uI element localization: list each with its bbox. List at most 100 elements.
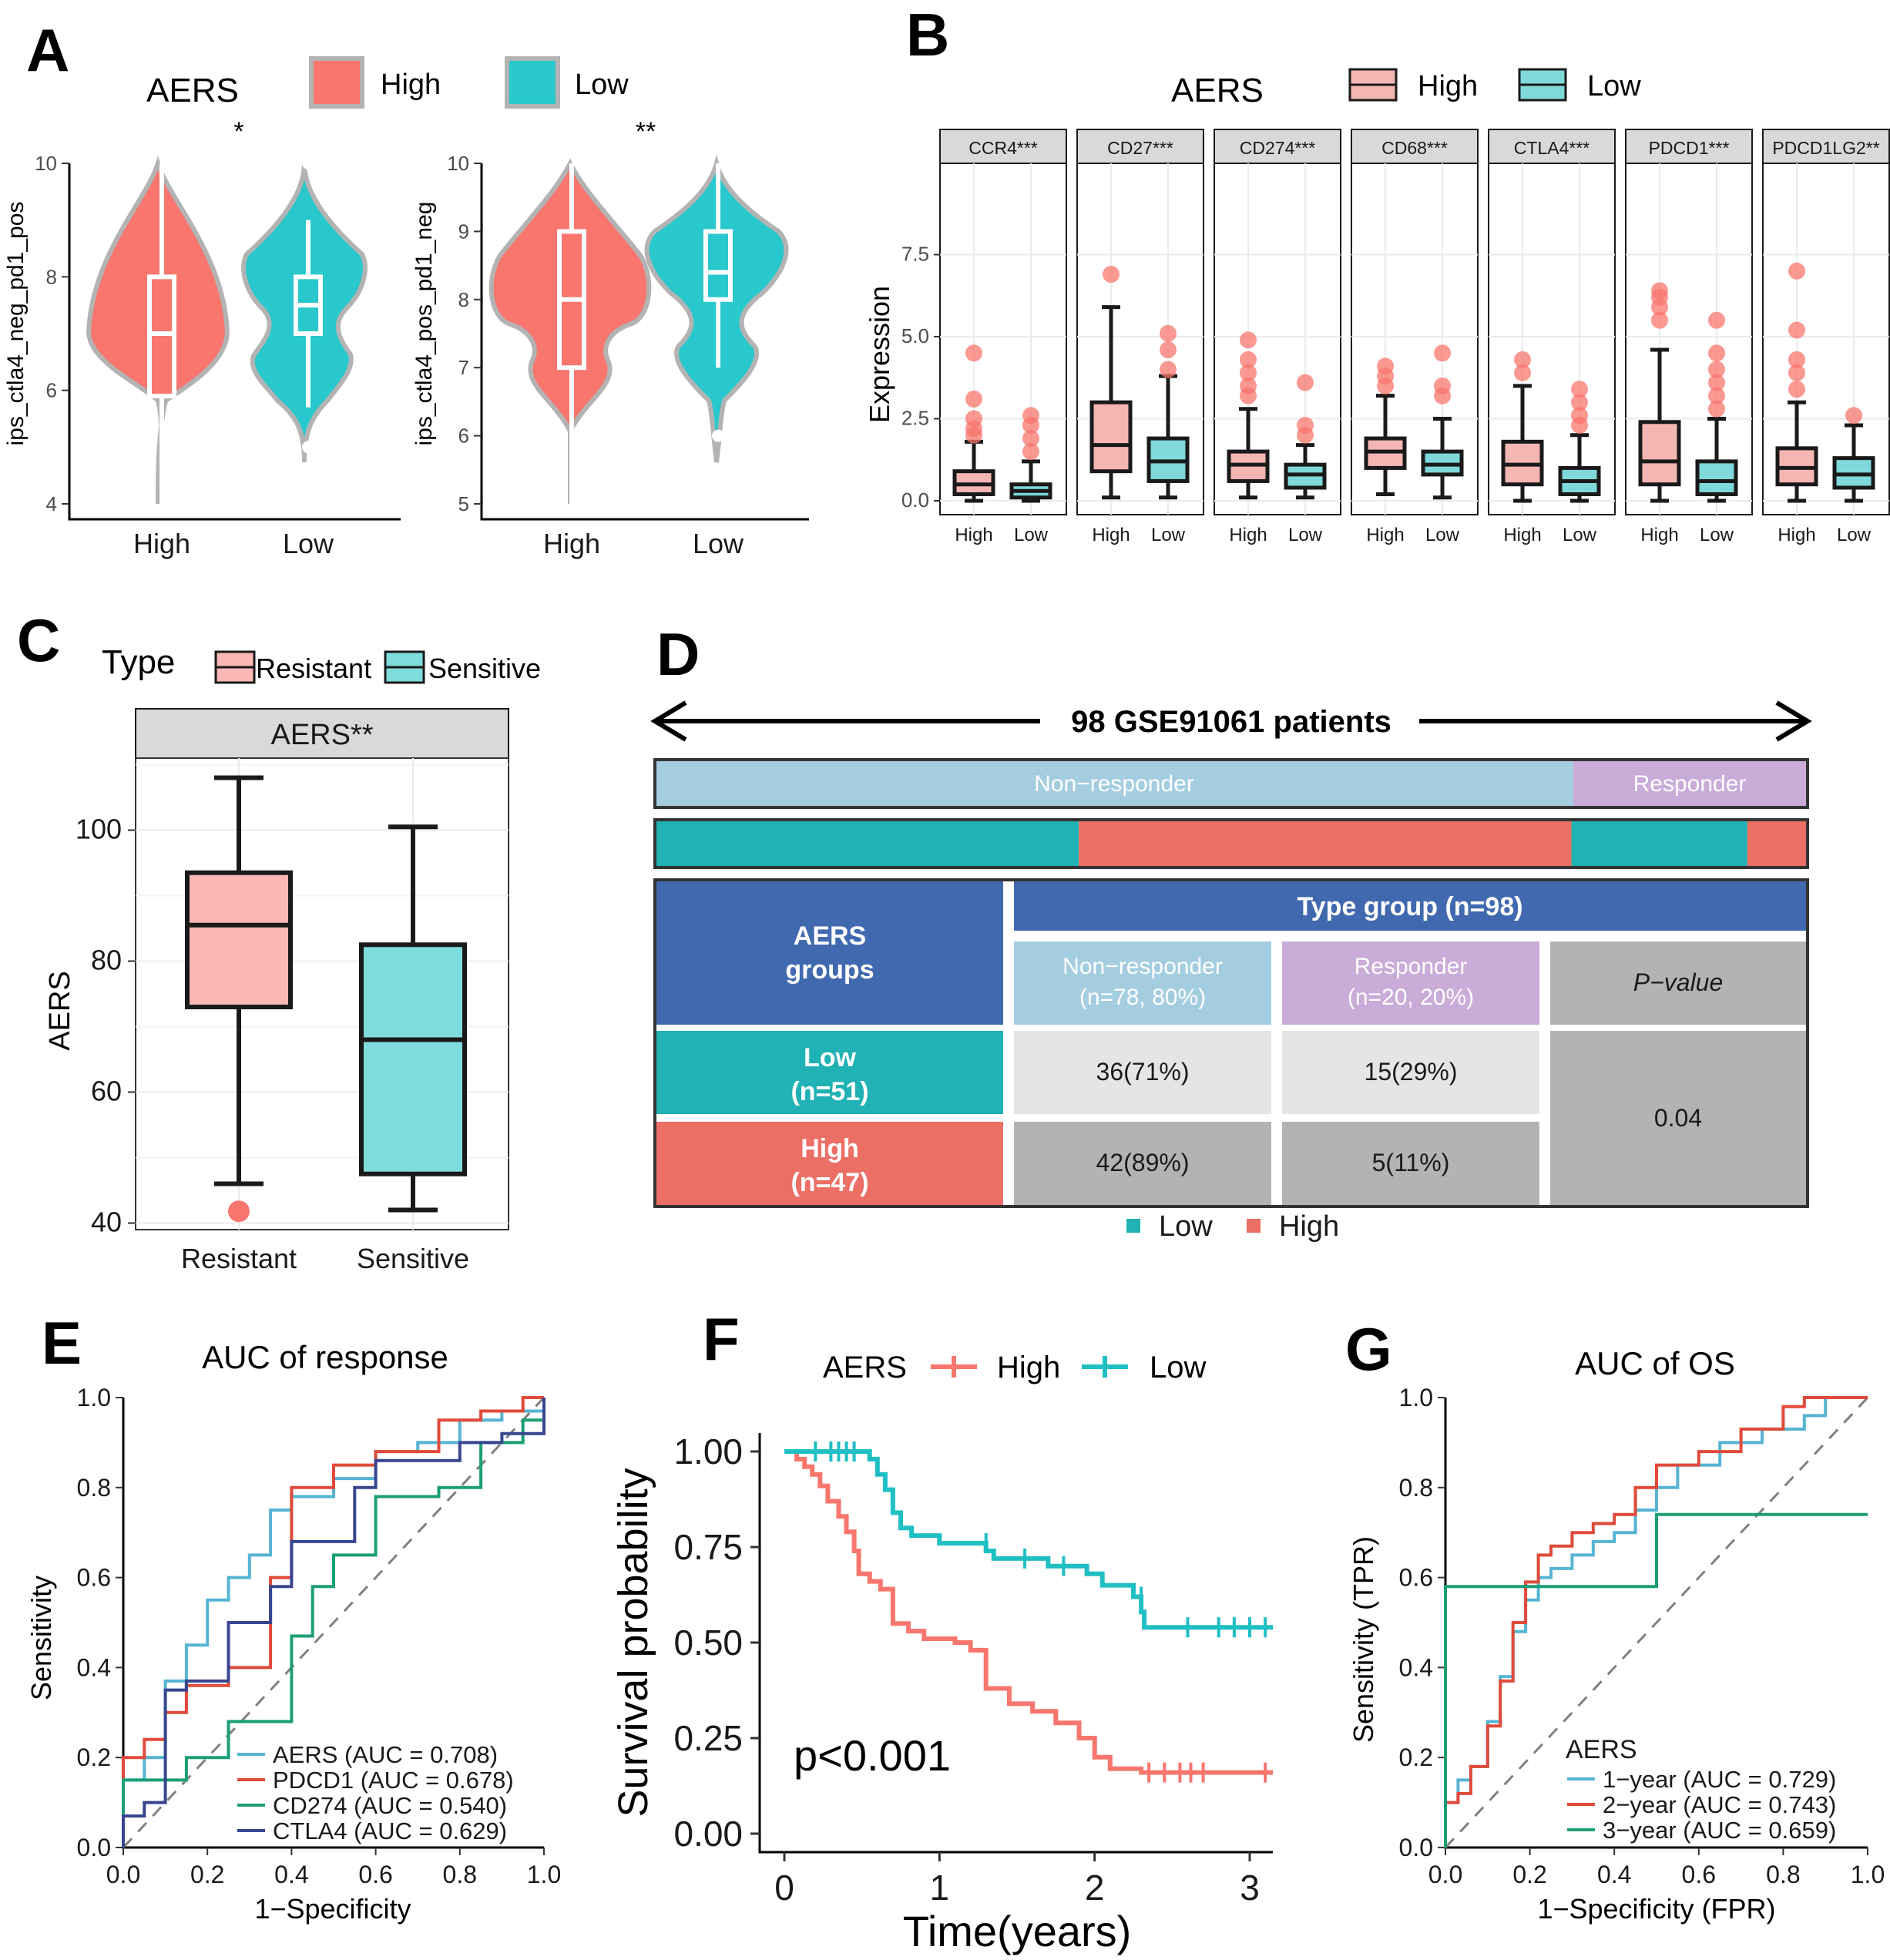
table-cell-pvalue-value: 0.04 [1654, 1104, 1702, 1132]
panel-g-legend-label: 1−year (AUC = 0.729) [1603, 1766, 1836, 1793]
panel-a-legend-low-swatch [505, 56, 560, 109]
panel-c-outlier [228, 1200, 250, 1223]
panel-b-outlier [1788, 262, 1805, 280]
panel-f-xtick-label: 3 [1240, 1868, 1260, 1908]
panel-b-outlier [1022, 430, 1039, 448]
panel-e-ytick-label: 0.4 [77, 1653, 111, 1681]
panel-g-xtick-label: 0.0 [1428, 1861, 1462, 1888]
panel-g-legend-label: 3−year (AUC = 0.659) [1603, 1817, 1836, 1844]
table-cell-low-responder [1282, 1031, 1539, 1114]
panel-e-ytick-label: 0.0 [77, 1834, 111, 1861]
panel-g-xlabel: 1−Specificity (FPR) [1537, 1893, 1775, 1925]
panel-b-xtick: Low [1563, 525, 1597, 545]
panel-e-xtick-label: 0.2 [190, 1861, 224, 1888]
panel-b-xtick: High [955, 525, 992, 545]
violin-left-xtick-high: High [133, 528, 190, 559]
panel-f-pvalue: p<0.001 [794, 1731, 951, 1780]
violin-left-box [147, 274, 176, 399]
panel-b-ytick-label: 2.5 [901, 407, 929, 430]
violin-right-ytick-label: 10 [447, 152, 469, 175]
table-header-type-group-label: Type group (n=98) [1297, 892, 1522, 921]
violin-right-xtick-high: High [543, 528, 600, 559]
panel-b-outlier [1788, 364, 1805, 381]
panel-d-legend-high-swatch [1247, 1219, 1261, 1233]
response-bar-responder [1573, 761, 1806, 806]
panel-g-ytick-label: 1.0 [1399, 1384, 1433, 1411]
panel-e-ytick-label: 0.2 [77, 1744, 111, 1771]
panel-b-outlier [1708, 387, 1725, 404]
panel-c-strip-label: AERS** [270, 719, 373, 751]
aers-bar-segment-high [1079, 821, 1572, 866]
panel-g-ytick-label: 0.6 [1399, 1564, 1433, 1592]
panel-b-facet-label: PDCD1LG2** [1772, 138, 1879, 158]
table-header-responder [1282, 941, 1539, 1025]
panel-c: Type Resistant Sensitive AERS** AERS 40 6… [44, 643, 541, 1274]
panel-e-legend-label: AERS (AUC = 0.708) [273, 1741, 498, 1768]
panel-e-ytick-label: 1.0 [77, 1384, 111, 1411]
panel-g-legend-title: AERS [1566, 1735, 1637, 1764]
panel-e-legend-label: CTLA4 (AUC = 0.629) [273, 1817, 507, 1844]
violin-right-outlier [712, 429, 724, 442]
table-header-responder-line1: Responder [1355, 954, 1468, 979]
panel-b-outlier [965, 344, 982, 362]
panel-c-legend-title: Type [102, 643, 175, 681]
panel-label-c: C [17, 606, 60, 674]
panel-b-outlier [1708, 361, 1725, 378]
panel-b-xtick: High [1229, 525, 1267, 545]
panel-f-xtick-label: 2 [1085, 1868, 1105, 1908]
panel-b-xtick: High [1640, 525, 1678, 545]
panel-c-xtick-sensitive: Sensitive [357, 1243, 469, 1274]
panel-b-facet: CTLA4*** High Low [1488, 129, 1616, 545]
panel-b-xtick: Low [1837, 525, 1872, 545]
violin-right-ytick-label: 6 [458, 425, 469, 448]
panel-f-ytick-label: 1.00 [673, 1431, 743, 1472]
panel-g: AUC of OS Sensitivity (TPR) 1−Specificit… [1348, 1345, 1885, 1925]
panel-b-facet: PDCD1*** High Low [1625, 129, 1753, 545]
panel-g-ytick-label: 0.0 [1399, 1834, 1433, 1861]
panel-g-roc-line [1444, 1512, 1868, 1848]
panel-g-xtick-label: 0.8 [1766, 1861, 1800, 1888]
table-cell-pvalue [1550, 1031, 1806, 1205]
panel-b-outlier [1708, 344, 1725, 362]
table-cell-high-responder-value: 5(11%) [1372, 1149, 1450, 1176]
panel-b-outlier [1708, 400, 1725, 418]
panel-f-xlabel: Time(years) [903, 1907, 1132, 1955]
table-header-groups [656, 881, 1003, 1025]
panel-a-legend-high-label: High [381, 69, 441, 101]
panel-e-legend-label: CD274 (AUC = 0.540) [273, 1792, 507, 1819]
panel-b-facet-strip [1214, 129, 1341, 164]
violin-left-ytick-label: 4 [46, 492, 57, 515]
panel-g-roc-line [1444, 1396, 1868, 1848]
violin-left-axes [68, 163, 401, 521]
violin-right-xtick-low: Low [693, 528, 744, 559]
panel-b-facet-label: CD27*** [1107, 138, 1173, 158]
panel-b-ytick-label: 7.5 [901, 243, 929, 266]
panel-b-xtick: Low [1151, 525, 1186, 545]
table-header-responder-line2: (n=20, 20%) [1348, 985, 1474, 1010]
panel-d-legend-low-swatch [1126, 1219, 1140, 1233]
panel-b-facet: PDCD1LG2** High Low [1762, 129, 1890, 545]
panel-b-outlier [1297, 374, 1314, 391]
response-bar-responder-label: Responder [1633, 771, 1747, 797]
panel-e-roc-line [122, 1398, 546, 1848]
panel-c-strip [135, 708, 509, 759]
panel-b-outlier [1160, 324, 1177, 342]
panel-f-legend-title: AERS [823, 1351, 907, 1384]
panel-b-outlier [1103, 266, 1120, 284]
violin-right-ytick-label: 8 [458, 288, 469, 311]
violin-left-xtick-low: Low [283, 528, 334, 559]
panel-b-xtick: High [1366, 525, 1404, 545]
panel-f-ytick-label: 0.50 [673, 1623, 743, 1663]
violin-right-ytick-label: 5 [458, 492, 469, 515]
panel-g-ytick-label: 0.2 [1399, 1744, 1433, 1771]
panel-c-ytick-label: 40 [91, 1207, 122, 1238]
panel-e-ytick-label: 0.8 [77, 1474, 111, 1502]
panel-b-ytick-label: 5.0 [901, 324, 929, 347]
panel-f-km-curve-low [784, 1449, 1274, 1630]
panel-b-outlier [1651, 311, 1668, 329]
panel-b-facet-label: PDCD1*** [1649, 138, 1730, 158]
panel-b-outlier [965, 410, 982, 428]
panel-b-legend-low-label: Low [1587, 70, 1641, 102]
table-row-low-line1: Low [804, 1043, 857, 1072]
panel-label-a: A [26, 16, 69, 84]
